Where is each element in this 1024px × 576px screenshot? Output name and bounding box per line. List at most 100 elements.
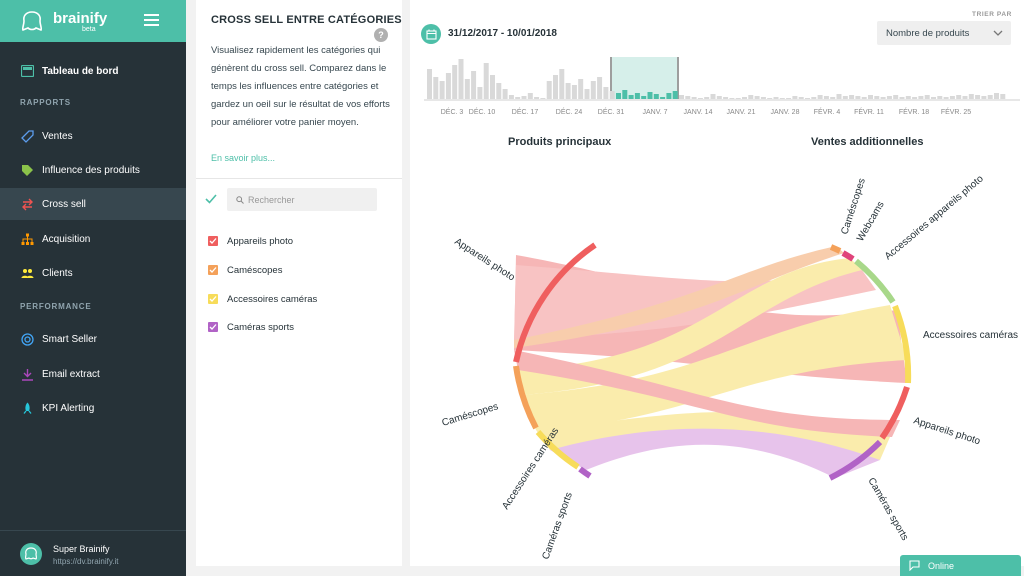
timeline-bar xyxy=(905,96,911,99)
divider xyxy=(196,178,402,179)
select-all-check-icon[interactable] xyxy=(205,193,217,205)
chat-online-button[interactable]: Online xyxy=(900,555,1021,576)
user-profile[interactable]: Super Brainify https://dv.brainify.it xyxy=(0,530,186,576)
category-filter-camescopes[interactable]: Caméscopes xyxy=(208,263,282,277)
checkbox-checked-icon[interactable] xyxy=(208,236,218,246)
timeline-bar xyxy=(521,96,527,99)
checkbox-checked-icon[interactable] xyxy=(208,265,218,275)
timeline-bar xyxy=(962,96,968,99)
arc-r-webcams[interactable] xyxy=(841,250,855,262)
sidebar-item-influence[interactable]: Influence des produits xyxy=(0,154,186,186)
sidebar-item-acquisition[interactable]: Acquisition xyxy=(0,223,186,255)
sort-select-value: Nombre de produits xyxy=(886,28,970,39)
brain-logo-icon[interactable] xyxy=(20,9,44,33)
help-icon[interactable]: ? xyxy=(374,28,388,42)
timeline-handle[interactable] xyxy=(677,57,679,99)
timeline-tick-label: FÉVR. 4 xyxy=(814,107,841,116)
sidebar-item-clients[interactable]: Clients xyxy=(0,257,186,289)
arc-r-accessoires-cameras[interactable] xyxy=(892,304,912,384)
timeline-tick-label: JANV. 14 xyxy=(684,109,713,116)
timeline-chart[interactable]: DÉC. 3 DÉC. 10 DÉC. 17 DÉC. 24 DÉC. 31 JANV. … xyxy=(410,50,1024,122)
arc-accessoires-cameras[interactable] xyxy=(535,430,580,470)
timeline-bar xyxy=(924,95,930,99)
timeline-bar xyxy=(691,97,697,99)
checkbox-checked-icon[interactable] xyxy=(208,294,218,304)
arc-r-accessoires-appareils-photo[interactable] xyxy=(854,258,896,304)
category-label: Caméras sports xyxy=(227,321,295,333)
brand-bar: brainify beta xyxy=(0,0,186,42)
timeline-bar xyxy=(527,93,533,99)
chat-online-label: Online xyxy=(928,561,955,571)
sidebar-item-label: Cross sell xyxy=(42,198,86,210)
sidebar-item-label: Email extract xyxy=(42,368,100,380)
checkbox-checked-icon[interactable] xyxy=(208,322,218,332)
timeline-bar xyxy=(571,85,577,99)
sidebar-item-label: Smart Seller xyxy=(42,333,98,345)
rocket-icon xyxy=(20,401,34,415)
page-title: CROSS SELL ENTRE CATÉGORIES xyxy=(211,14,402,26)
arc-r-appareils-photo[interactable] xyxy=(879,386,910,440)
target-icon xyxy=(20,332,34,346)
timeline-bar xyxy=(773,97,779,99)
arc-r-cameras-sports[interactable] xyxy=(828,439,883,481)
sort-select[interactable]: Nombre de produits xyxy=(877,21,1011,45)
sidebar-item-label: Influence des produits xyxy=(42,164,140,176)
sidebar-item-dashboard[interactable]: Tableau de bord xyxy=(0,55,186,87)
timeline-bar xyxy=(515,97,521,99)
timeline-bar xyxy=(792,96,798,99)
ribbon[interactable] xyxy=(550,428,880,478)
arc-label: Caméras sports xyxy=(540,491,574,561)
timeline-bar xyxy=(653,94,659,99)
sidebar-item-cross-sell[interactable]: Cross sell xyxy=(0,188,186,220)
timeline-bar xyxy=(433,77,439,99)
chord-right-title: Ventes additionnelles xyxy=(811,136,924,148)
arc-appareils-photo[interactable] xyxy=(513,242,597,363)
category-filter-appareils-photo[interactable]: Appareils photo xyxy=(208,234,293,248)
calendar-button[interactable] xyxy=(421,24,441,44)
timeline-bar xyxy=(477,87,483,99)
timeline-bar xyxy=(445,73,451,99)
sidebar-item-smart-seller[interactable]: Smart Seller xyxy=(0,323,186,355)
sidebar-item-ventes[interactable]: Ventes xyxy=(0,120,186,152)
category-filter-accessoires-cameras[interactable]: Accessoires caméras xyxy=(208,292,317,306)
timeline-bar xyxy=(452,65,458,99)
sidebar-item-kpi-alerting[interactable]: KPI Alerting xyxy=(0,392,186,424)
timeline-bar xyxy=(609,91,615,99)
category-filter-cameras-sports[interactable]: Caméras sports xyxy=(208,320,294,334)
menu-toggle-icon[interactable] xyxy=(144,14,159,26)
timeline-bar xyxy=(874,96,880,99)
ribbon[interactable] xyxy=(514,350,900,437)
timeline-bar xyxy=(603,87,609,99)
main-content: 31/12/2017 - 10/01/2018 TRIER PAR Nombre… xyxy=(410,0,1024,566)
ribbon[interactable] xyxy=(522,305,907,430)
timeline-selection[interactable] xyxy=(610,57,678,99)
arc-r-camescopes[interactable] xyxy=(829,244,842,254)
ribbon[interactable] xyxy=(514,246,844,348)
timeline-handle[interactable] xyxy=(610,57,612,99)
arc-cameras-sports[interactable] xyxy=(578,466,592,479)
filter-panel: CROSS SELL ENTRE CATÉGORIES ? Visualisez… xyxy=(196,0,402,566)
brand-name: brainify xyxy=(53,10,108,27)
sidebar-item-label: KPI Alerting xyxy=(42,402,95,414)
date-range[interactable]: 31/12/2017 - 10/01/2018 xyxy=(448,28,557,39)
timeline-bar xyxy=(987,95,993,99)
timeline-bar xyxy=(723,97,729,99)
timeline-bar xyxy=(975,95,981,99)
ribbon[interactable] xyxy=(518,258,862,395)
search-input[interactable] xyxy=(227,188,377,211)
tag-icon xyxy=(20,163,34,177)
chord-diagram[interactable]: Appareils photo Caméscopes Accessoires c… xyxy=(410,150,1024,566)
timeline-bar xyxy=(584,89,590,99)
timeline-tick-label: DÉC. 3 xyxy=(441,107,464,116)
chat-bubble-icon xyxy=(909,560,920,571)
timeline-bar xyxy=(559,69,565,99)
timeline-bar xyxy=(849,95,855,99)
timeline-tick-label: DÉC. 10 xyxy=(469,107,496,116)
timeline-tick-label: JANV. 21 xyxy=(727,109,756,116)
arc-label: Webcams xyxy=(855,200,887,244)
timeline-bar xyxy=(590,81,596,99)
arc-camescopes[interactable] xyxy=(513,365,539,430)
category-label: Appareils photo xyxy=(227,235,294,247)
sidebar-item-email-extract[interactable]: Email extract xyxy=(0,358,186,390)
learn-more-link[interactable]: En savoir plus... xyxy=(211,153,276,163)
